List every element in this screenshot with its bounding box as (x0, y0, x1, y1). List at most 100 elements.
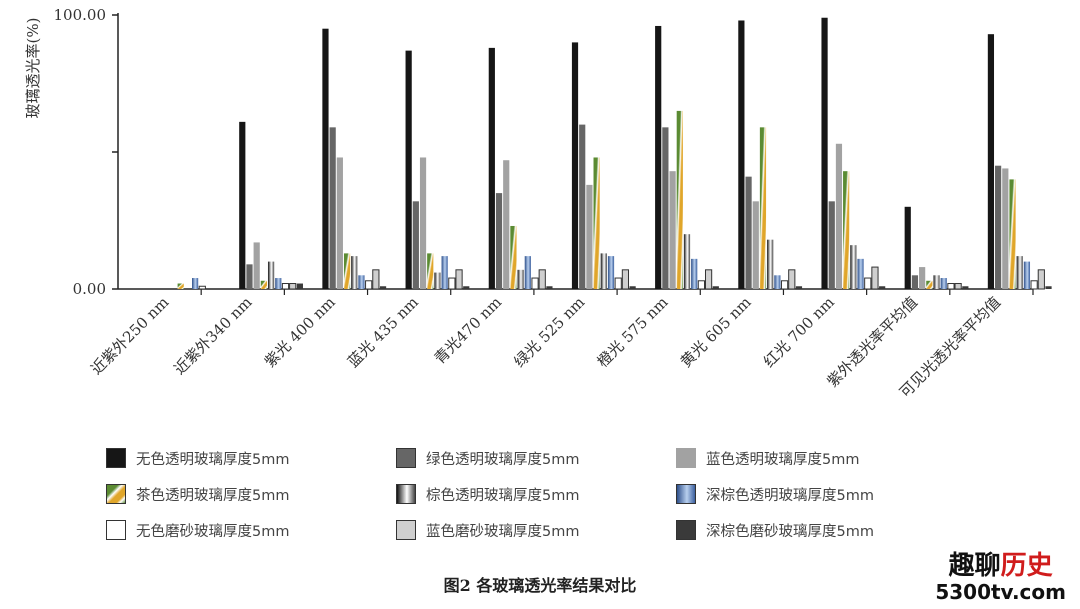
bar: 绿色透明玻璃厚度5mm / 黄光 605 nm: 41 (745, 176, 752, 289)
x-tick-label: 黄光 605 nm (677, 293, 755, 371)
bar: 棕色透明玻璃厚度5mm / 黄光 605 nm: 18 (767, 239, 774, 289)
legend-item: 蓝色透明玻璃厚度5mm (676, 446, 859, 470)
legend-swatch (676, 484, 696, 504)
bar: 无色透明玻璃厚度5mm / 黄光 605 nm: 98 (738, 20, 745, 289)
x-tick-label: 紫外透光率平均值 (823, 293, 921, 391)
bar: 蓝色磨砂玻璃厚度5mm / 红光 700 nm: 8 (871, 266, 879, 290)
bar: 深棕色透明玻璃厚度5mm / 红光 700 nm: 11 (857, 258, 864, 289)
bar: 茶色透明玻璃厚度5mm / 橙光 575 nm: 65 (676, 110, 683, 290)
bar: 无色磨砂玻璃厚度5mm / 橙光 575 nm: 3 (697, 280, 705, 290)
legend-item: 深棕色磨砂玻璃厚度5mm (676, 518, 874, 542)
y-tick-label: 100.00 (54, 6, 107, 24)
bar: 棕色透明玻璃厚度5mm / 蓝光 435 nm: 6 (434, 272, 441, 289)
bar: 蓝色透明玻璃厚度5mm / 橙光 575 nm: 43 (669, 171, 676, 289)
bar: 深棕色透明玻璃厚度5mm / 近紫外340 nm: 4 (275, 278, 282, 289)
x-tick-label: 近紫外340 nm (171, 293, 256, 378)
bar: 蓝色磨砂玻璃厚度5mm / 绿光 525 nm: 7 (621, 269, 630, 290)
watermark-text-a: 趣聊 (948, 551, 1001, 581)
bar: 茶色透明玻璃厚度5mm / 黄光 605 nm: 59 (759, 127, 767, 289)
x-tick-label: 紫光 400 nm (261, 293, 339, 371)
bar: 无色透明玻璃厚度5mm / 紫外透光率平均值: 30 (904, 206, 911, 289)
bar: 蓝色磨砂玻璃厚度5mm / 近紫外340 nm: 2 (289, 283, 297, 290)
bar: 深棕色透明玻璃厚度5mm / 绿光 525 nm: 12 (607, 256, 615, 289)
bar: 绿色透明玻璃厚度5mm / 绿光 525 nm: 60 (579, 124, 586, 289)
bar: 深棕色透明玻璃厚度5mm / 蓝光 435 nm: 12 (441, 256, 448, 289)
bar: 蓝色透明玻璃厚度5mm / 红光 700 nm: 53 (835, 143, 843, 289)
legend-label: 绿色透明玻璃厚度5mm (426, 451, 580, 468)
bar: 棕色透明玻璃厚度5mm / 青光470 nm: 7 (517, 269, 524, 289)
bar: 深棕色磨砂玻璃厚度5mm / 紫光 400 nm: 1 (379, 286, 387, 289)
x-tick-label: 红光 700 nm (760, 293, 838, 371)
bar: 棕色透明玻璃厚度5mm / 红光 700 nm: 16 (850, 245, 857, 289)
bar: 蓝色磨砂玻璃厚度5mm / 橙光 575 nm: 7 (704, 269, 713, 290)
bar: 深棕色透明玻璃厚度5mm / 紫光 400 nm: 5 (358, 275, 365, 289)
legend-label: 无色磨砂玻璃厚度5mm (136, 523, 290, 540)
bar: 蓝色透明玻璃厚度5mm / 紫光 400 nm: 48 (336, 157, 343, 289)
bar: 棕色透明玻璃厚度5mm / 可见光透光率平均值: 12 (1016, 256, 1023, 289)
bar: 无色磨砂玻璃厚度5mm / 紫光 400 nm: 3 (365, 280, 373, 290)
bar: 深棕色磨砂玻璃厚度5mm / 蓝光 435 nm: 1 (463, 286, 470, 289)
bar: 深棕色透明玻璃厚度5mm / 黄光 605 nm: 5 (774, 275, 781, 289)
bar: 深棕色透明玻璃厚度5mm / 近紫外250 nm: 4 (192, 278, 199, 289)
bar: 深棕色磨砂玻璃厚度5mm / 红光 700 nm: 1 (879, 286, 886, 289)
legend-swatch (676, 520, 696, 540)
bar: 蓝色磨砂玻璃厚度5mm / 紫外透光率平均值: 2 (954, 283, 962, 290)
bar: 深棕色透明玻璃厚度5mm / 青光470 nm: 12 (524, 256, 531, 289)
bar: 无色透明玻璃厚度5mm / 绿光 525 nm: 90 (571, 42, 579, 290)
bar: 棕色透明玻璃厚度5mm / 近紫外340 nm: 10 (267, 261, 275, 289)
bar: 蓝色透明玻璃厚度5mm / 可见光透光率平均值: 44 (1002, 168, 1009, 289)
bar: 蓝色磨砂玻璃厚度5mm / 青光470 nm: 7 (538, 269, 546, 290)
bar: 茶色透明玻璃厚度5mm / 近紫外340 nm: 3 (260, 280, 267, 289)
legend-label: 茶色透明玻璃厚度5mm (136, 487, 290, 504)
figure-caption: 图2 各玻璃透光率结果对比 (443, 576, 637, 595)
bar: 无色透明玻璃厚度5mm / 橙光 575 nm: 96 (655, 25, 662, 290)
bar: 无色磨砂玻璃厚度5mm / 可见光透光率平均值: 3 (1030, 280, 1038, 290)
bar: 棕色透明玻璃厚度5mm / 绿光 525 nm: 13 (600, 253, 607, 289)
legend-swatch (396, 484, 416, 504)
bar: 深棕色透明玻璃厚度5mm / 紫外透光率平均值: 4 (940, 278, 947, 289)
legend-item: 茶色透明玻璃厚度5mm (106, 482, 289, 506)
legend-label: 深棕色磨砂玻璃厚度5mm (706, 523, 874, 540)
bar: 蓝色磨砂玻璃厚度5mm / 黄光 605 nm: 7 (788, 269, 796, 290)
bar: 茶色透明玻璃厚度5mm / 蓝光 435 nm: 13 (427, 253, 434, 289)
bar: 茶色透明玻璃厚度5mm / 绿光 525 nm: 48 (593, 157, 600, 289)
bar: 蓝色磨砂玻璃厚度5mm / 可见光透光率平均值: 7 (1037, 269, 1045, 290)
bar: 无色透明玻璃厚度5mm / 紫光 400 nm: 95 (322, 28, 329, 289)
legend-swatch (396, 520, 416, 540)
bar: 棕色透明玻璃厚度5mm / 紫光 400 nm: 12 (351, 256, 358, 289)
legend-item: 深棕色透明玻璃厚度5mm (676, 482, 874, 506)
legend-item: 无色透明玻璃厚度5mm (106, 446, 289, 470)
bar: 蓝色磨砂玻璃厚度5mm / 蓝光 435 nm: 7 (455, 269, 463, 290)
bar: 绿色透明玻璃厚度5mm / 紫外透光率平均值: 5 (911, 275, 919, 289)
legend-swatch (106, 484, 126, 504)
legend-label: 蓝色透明玻璃厚度5mm (706, 451, 860, 468)
legend-label: 棕色透明玻璃厚度5mm (426, 487, 580, 504)
bar: 无色磨砂玻璃厚度5mm / 近紫外250 nm: 1 (198, 285, 206, 290)
bar: 茶色透明玻璃厚度5mm / 青光470 nm: 23 (510, 225, 517, 289)
bar: 无色磨砂玻璃厚度5mm / 蓝光 435 nm: 4 (448, 277, 456, 290)
bar: 绿色透明玻璃厚度5mm / 红光 700 nm: 32 (828, 201, 835, 289)
bar: 深棕色透明玻璃厚度5mm / 橙光 575 nm: 11 (691, 258, 698, 289)
bar: 绿色透明玻璃厚度5mm / 橙光 575 nm: 59 (662, 127, 669, 289)
bar: 绿色透明玻璃厚度5mm / 近紫外340 nm: 9 (246, 264, 253, 289)
bar: 棕色透明玻璃厚度5mm / 橙光 575 nm: 20 (683, 234, 691, 289)
legend-item: 绿色透明玻璃厚度5mm (396, 446, 579, 470)
bar: 茶色透明玻璃厚度5mm / 近紫外250 nm: 2 (177, 283, 184, 289)
bar: 无色透明玻璃厚度5mm / 青光470 nm: 88 (488, 47, 495, 289)
watermark-logo: 趣聊历史 5300tv.com (935, 551, 1066, 603)
x-tick-label: 绿光 525 nm (510, 293, 588, 371)
legend-swatch (676, 448, 696, 468)
bar: 蓝色透明玻璃厚度5mm / 紫外透光率平均值: 8 (919, 267, 926, 289)
bar: 无色透明玻璃厚度5mm / 蓝光 435 nm: 87 (405, 50, 412, 290)
bar: 绿色透明玻璃厚度5mm / 紫光 400 nm: 59 (329, 127, 336, 289)
bar: 深棕色磨砂玻璃厚度5mm / 紫外透光率平均值: 1 (962, 286, 969, 289)
bar: 蓝色磨砂玻璃厚度5mm / 紫光 400 nm: 7 (372, 269, 380, 290)
bar: 深棕色磨砂玻璃厚度5mm / 近紫外340 nm: 2 (296, 283, 303, 289)
bar: 无色磨砂玻璃厚度5mm / 紫外透光率平均值: 2 (947, 283, 955, 290)
legend-swatch (106, 448, 126, 468)
bar: 蓝色透明玻璃厚度5mm / 蓝光 435 nm: 48 (419, 157, 427, 289)
bar: 深棕色透明玻璃厚度5mm / 可见光透光率平均值: 10 (1023, 261, 1031, 289)
x-tick-label: 近紫外250 nm (87, 293, 172, 378)
bar: 深棕色磨砂玻璃厚度5mm / 可见光透光率平均值: 1 (1045, 286, 1052, 289)
bar: 深棕色磨砂玻璃厚度5mm / 黄光 605 nm: 1 (795, 286, 803, 289)
